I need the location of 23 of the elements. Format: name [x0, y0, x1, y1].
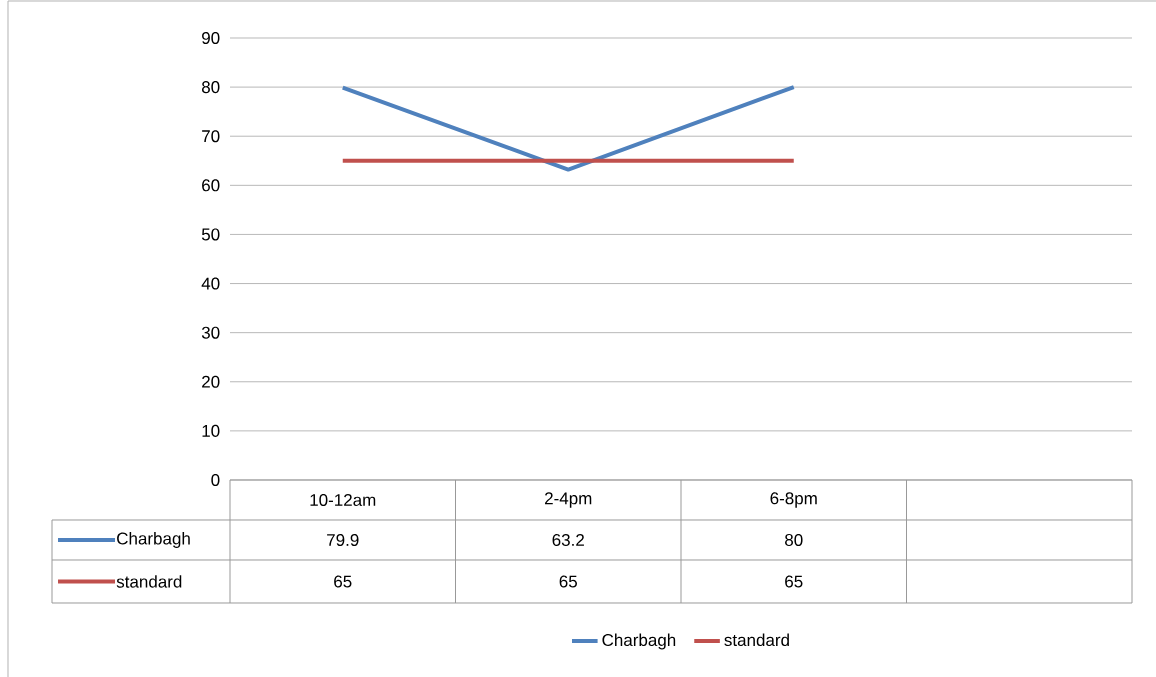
x-tick-label: 2-4pm: [545, 492, 592, 508]
data-label: 65: [559, 575, 577, 588]
y-tick-label: 30: [201, 326, 220, 339]
legend-label: standard: [116, 575, 182, 588]
y-tick-label: 80: [201, 81, 220, 94]
y-tick-label: 90: [202, 31, 220, 45]
data-label: 63.2: [552, 533, 584, 547]
y-tick-label: 50: [201, 228, 220, 241]
data-label: 65: [785, 575, 803, 588]
y-tick-label: 10: [202, 424, 220, 437]
x-tick-label: 10-12am: [310, 493, 376, 507]
data-label: 65: [334, 575, 352, 588]
y-tick-label: 0: [211, 473, 220, 487]
y-tick-label: 70: [202, 130, 220, 143]
text: Charbagh: [602, 633, 676, 650]
y-tick-label: 20: [202, 375, 220, 388]
data-label: 80: [785, 533, 803, 547]
y-tick-label: 40: [201, 277, 220, 290]
y-tick-label: 60: [202, 179, 220, 192]
data-label: 79.9: [327, 533, 359, 547]
x-tick-label: 6-8pm: [770, 492, 817, 508]
text: standard: [724, 633, 789, 647]
legend-label: Charbagh: [117, 532, 190, 548]
